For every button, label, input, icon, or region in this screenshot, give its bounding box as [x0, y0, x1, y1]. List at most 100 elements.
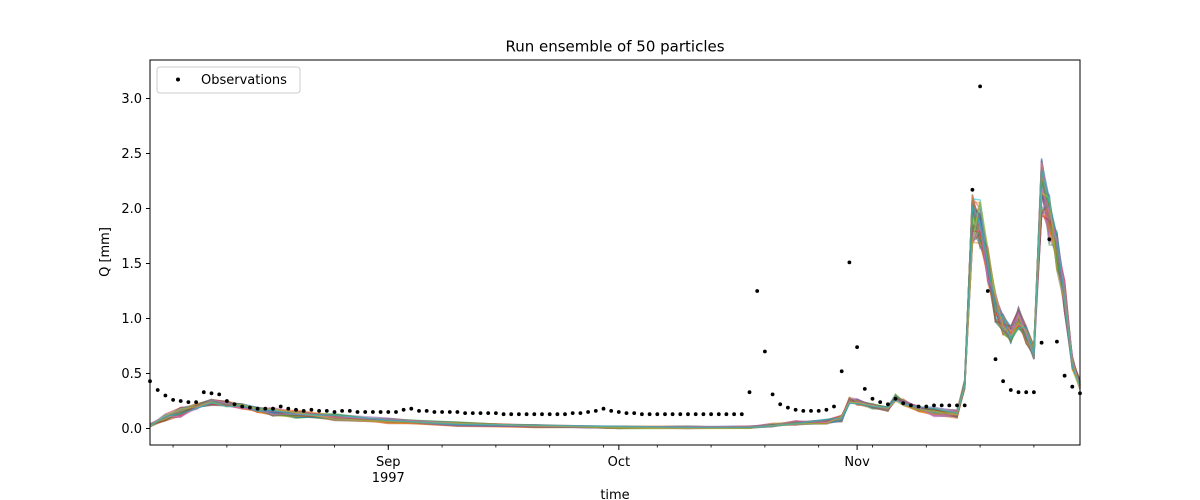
ensemble-member-line: [149, 173, 1081, 430]
ensemble-member-line: [149, 192, 1081, 429]
observation-point: [324, 409, 329, 413]
observation-point: [939, 403, 944, 408]
observation-point: [340, 409, 344, 413]
y-tick-label: 0.0: [121, 422, 142, 437]
x-axis-label: time: [600, 488, 629, 500]
observation-point: [509, 412, 514, 417]
observation-point: [624, 411, 629, 415]
observation-point: [240, 404, 245, 409]
observation-point: [701, 412, 706, 417]
observation-point: [347, 409, 352, 413]
observation-point: [993, 357, 998, 362]
observation-point: [371, 410, 375, 414]
ensemble-member-line: [149, 198, 1081, 430]
observation-point: [447, 410, 452, 414]
observation-point: [540, 412, 544, 417]
plot-area-frame: [149, 59, 1081, 446]
ensemble-member-line: [149, 191, 1081, 430]
observation-point: [1032, 390, 1036, 395]
observation-point: [178, 399, 183, 403]
observation-point: [870, 396, 875, 401]
legend-box: [156, 66, 301, 94]
observation-point: [263, 406, 268, 411]
y-tick-label: 3.0: [121, 92, 142, 107]
observation-point: [440, 410, 444, 414]
ensemble-member-line: [149, 167, 1081, 429]
ensemble-member-line: [149, 190, 1081, 430]
ensemble-member-line: [149, 176, 1081, 429]
observation-point: [1001, 379, 1005, 384]
y-tick-label: 2.0: [121, 202, 142, 217]
observation-point: [947, 403, 952, 408]
observation-point: [1070, 384, 1075, 389]
observation-point: [155, 388, 160, 392]
observation-point: [524, 412, 529, 417]
legend: Observations: [156, 66, 301, 94]
observation-point: [232, 402, 237, 407]
ensemble-member-line: [149, 204, 1081, 430]
ensemble-member-line: [149, 174, 1081, 429]
ensemble-member-line: [149, 168, 1081, 428]
observation-point: [470, 411, 475, 415]
observation-point: [847, 260, 852, 265]
observation-point: [970, 187, 975, 192]
ensemble-member-line: [149, 177, 1081, 430]
ensemble-member-line: [149, 179, 1081, 429]
observation-point: [616, 410, 621, 414]
ensemble-member-line: [149, 190, 1081, 429]
observation-point: [209, 391, 214, 396]
observation-point: [739, 412, 744, 417]
observation-point: [478, 411, 483, 415]
observation-point: [824, 407, 829, 412]
observation-point: [294, 407, 298, 412]
ensemble-series: [149, 158, 1081, 430]
observation-point: [932, 403, 936, 408]
observation-point: [686, 412, 690, 417]
ensemble-member-line: [149, 160, 1081, 430]
x-tick-label: Nov: [844, 455, 870, 470]
observation-point: [878, 400, 883, 404]
observation-point: [632, 411, 637, 415]
observation-point: [1016, 390, 1021, 395]
observation-point: [678, 412, 683, 417]
observation-point: [194, 400, 199, 404]
ensemble-member-line: [149, 213, 1081, 429]
ensemble-member-line: [149, 164, 1081, 429]
ensemble-member-line: [149, 194, 1081, 429]
observation-point: [755, 289, 760, 293]
observation-point: [724, 412, 729, 417]
ensemble-member-line: [149, 192, 1081, 429]
ensemble-member-line: [149, 193, 1081, 429]
observation-point: [593, 409, 598, 413]
ensemble-member-line: [149, 188, 1081, 429]
observation-point: [417, 409, 421, 413]
observation-point: [924, 404, 929, 409]
y-tick-label: 2.5: [121, 147, 142, 162]
legend-marker-observations: [176, 77, 180, 82]
observation-point: [586, 410, 590, 414]
observation-point: [816, 409, 821, 413]
observation-point: [517, 412, 521, 417]
observation-point: [893, 396, 898, 401]
ensemble-member-line: [149, 209, 1081, 429]
ensemble-member-line: [149, 201, 1081, 429]
observation-point: [463, 411, 467, 415]
observation-point: [962, 403, 967, 408]
observation-point: [563, 412, 567, 417]
observation-point: [839, 369, 844, 374]
observation-point: [778, 402, 783, 407]
observation-point: [985, 289, 990, 293]
observation-point: [248, 405, 252, 410]
observation-point: [317, 409, 321, 413]
ensemble-member-line: [149, 170, 1081, 429]
observation-point: [655, 412, 660, 417]
observation-point: [763, 349, 767, 354]
ensemble-member-line: [149, 189, 1081, 430]
observation-point: [455, 410, 460, 414]
observation-point: [378, 410, 383, 414]
ensemble-member-line: [149, 194, 1081, 429]
ensemble-member-line: [149, 191, 1081, 430]
ensemble-member-line: [149, 192, 1081, 429]
